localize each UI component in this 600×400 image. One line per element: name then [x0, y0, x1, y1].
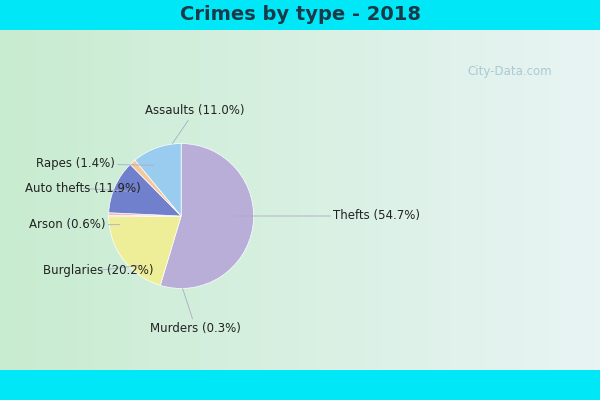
Wedge shape — [135, 144, 181, 216]
Wedge shape — [109, 216, 181, 217]
Wedge shape — [160, 144, 254, 288]
Text: Crimes by type - 2018: Crimes by type - 2018 — [179, 6, 421, 24]
Wedge shape — [109, 164, 181, 216]
Wedge shape — [130, 160, 181, 216]
Text: Auto thefts (11.9%): Auto thefts (11.9%) — [25, 182, 141, 195]
Text: Assaults (11.0%): Assaults (11.0%) — [145, 104, 244, 144]
Text: City-Data.com: City-Data.com — [467, 66, 552, 78]
Text: Murders (0.3%): Murders (0.3%) — [150, 288, 241, 335]
Text: Rapes (1.4%): Rapes (1.4%) — [36, 157, 154, 170]
Wedge shape — [109, 213, 181, 216]
Text: Arson (0.6%): Arson (0.6%) — [29, 218, 119, 231]
Wedge shape — [109, 216, 181, 285]
Text: Thefts (54.7%): Thefts (54.7%) — [235, 210, 420, 222]
Text: Burglaries (20.2%): Burglaries (20.2%) — [43, 264, 154, 277]
